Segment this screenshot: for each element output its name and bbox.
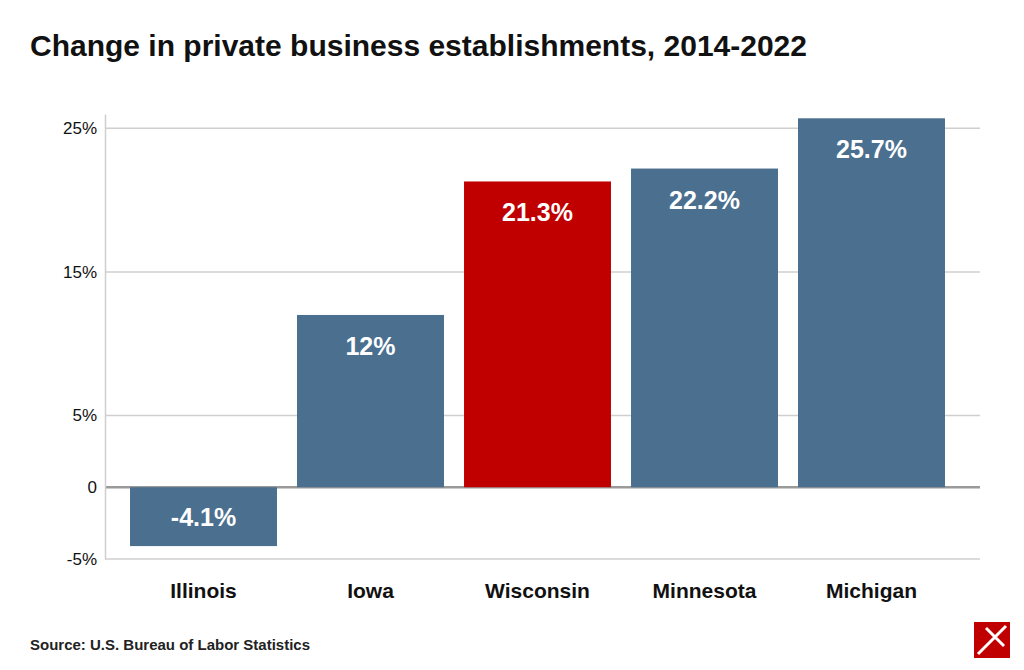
grid-line [105,558,980,560]
x-tick: Iowa [347,579,394,602]
data-label: 21.3% [502,198,573,226]
x-tick-label: Illinois [170,579,237,602]
x-tick: Illinois [170,579,237,602]
x-tick-label: Iowa [347,579,394,602]
logo-box [974,622,1010,658]
data-label: 22.2% [669,186,740,214]
x-tick: Wisconsin [485,579,590,602]
y-tick: 0 [88,478,105,497]
bars [130,118,945,546]
y-axis-line [105,115,107,560]
data-labels: -4.1% 12% 21.3% 22.2% 25.7% [171,135,907,530]
bar [297,315,444,487]
x-tick: Michigan [826,579,917,602]
y-tick: 25% [63,119,105,138]
x-tick-label: Michigan [826,579,917,602]
x-tick-label: Minnesota [653,579,757,602]
data-label: 12% [345,332,395,360]
logo [974,622,1010,658]
x-tick: Minnesota [653,579,757,602]
title: Change in private business establishment… [30,29,807,62]
chart: Change in private business establishment… [0,0,1024,670]
bar [631,169,778,488]
bar [464,181,611,487]
y-tick-label: 25% [63,119,97,138]
y-tick-label: 15% [63,263,97,282]
bar [798,118,945,487]
y-tick: 5% [72,406,105,425]
y-tick: -5% [67,550,105,569]
x-tick-label: Wisconsin [485,579,590,602]
source: Source: U.S. Bureau of Labor Statistics [30,636,310,653]
y-axis: -5% 0 5% 15% 25% [63,115,106,569]
x-axis: Illinois Iowa Wisconsin Minnesota Michigan [170,579,917,602]
bar [130,487,277,546]
data-label: 25.7% [836,135,907,163]
y-tick-label: 5% [72,406,97,425]
logo-mark [978,626,1006,654]
y-tick-label: 0 [88,478,97,497]
data-label: -4.1% [171,503,236,531]
y-tick: 15% [63,263,105,282]
y-tick-label: -5% [67,550,97,569]
